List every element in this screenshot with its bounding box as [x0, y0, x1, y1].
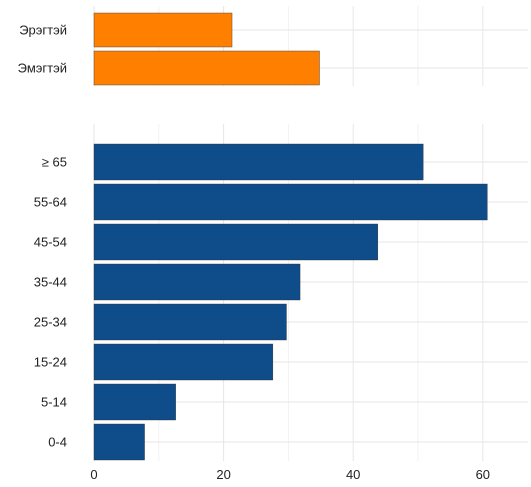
- age-category-label: 35-44: [34, 275, 67, 290]
- age-category-label: 5-14: [41, 395, 67, 410]
- age-bar: [93, 263, 301, 301]
- age-bar: [93, 383, 176, 421]
- age-x-tick-label: 60: [476, 467, 490, 482]
- gender-bar: [93, 12, 233, 48]
- age-category-label: 55-64: [34, 195, 67, 210]
- gender-panel: Эрэгтэй Эмэгтэй: [18, 6, 529, 86]
- gender-category-label: Эмэгтэй: [18, 61, 67, 76]
- gender-bar: [93, 50, 320, 86]
- age-x-tick-label: 20: [216, 467, 230, 482]
- age-category-label: 45-54: [34, 235, 67, 250]
- age-bar: [93, 183, 488, 221]
- age-panel: ≥ 65 55-64 45-54 35-44 25-34 15-24 5-14 0-4 0 20 4…: [34, 124, 529, 482]
- age-bar: [93, 423, 145, 461]
- age-bar: [93, 303, 287, 341]
- age-category-label: 0-4: [48, 435, 67, 450]
- age-category-label: 25-34: [34, 315, 67, 330]
- age-category-label: ≥ 65: [42, 155, 67, 170]
- age-bar: [93, 223, 379, 261]
- age-x-tick-label: 40: [346, 467, 360, 482]
- age-bar: [93, 343, 274, 381]
- gender-category-label: Эрэгтэй: [19, 23, 67, 38]
- age-category-label: 15-24: [34, 355, 67, 370]
- age-x-tick-label: 0: [90, 467, 97, 482]
- age-bar: [93, 143, 424, 181]
